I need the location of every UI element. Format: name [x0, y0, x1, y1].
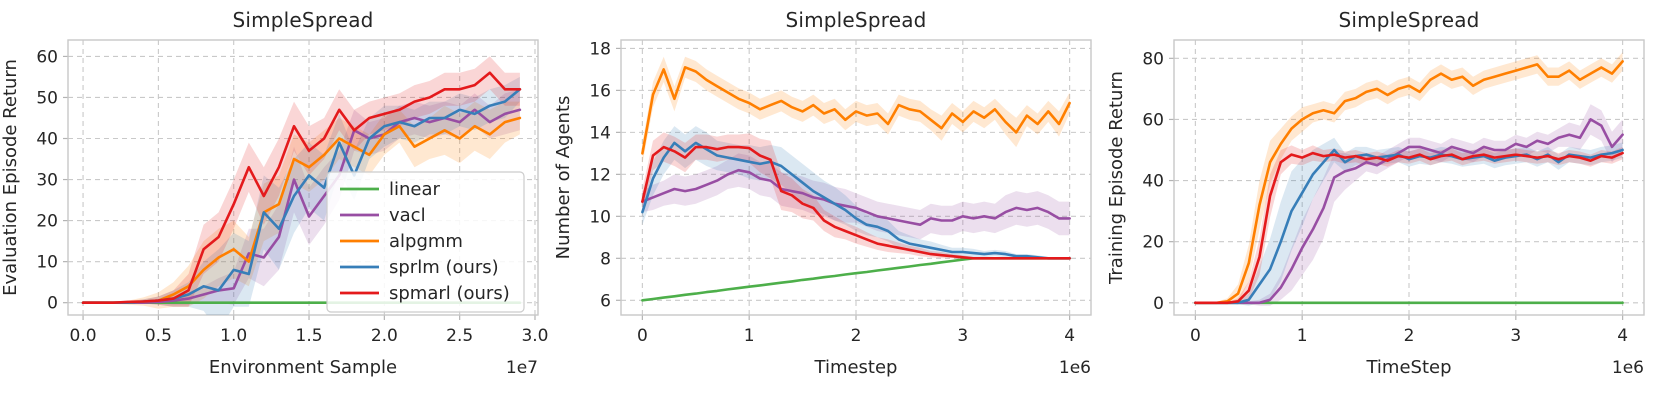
- x-tick-label: 3: [957, 326, 968, 346]
- x-axis-label: Environment Sample: [209, 357, 397, 378]
- y-tick-label: 6: [600, 291, 611, 311]
- series-band-spmarl: [1195, 145, 1623, 305]
- y-tick-label: 80: [1142, 49, 1164, 69]
- y-tick-label: 0: [1153, 294, 1164, 314]
- evaluation-return-chart: 0.0 0.5 1.0 1.5 2.0 2.5 3.0 0 10 20 30 40 50 60 Enviro…: [0, 39, 549, 378]
- series-line-vacl: [1194, 118, 1624, 305]
- legend-label: sprlm (ours): [389, 257, 499, 278]
- y-tick-label: 40: [1142, 172, 1164, 192]
- x-tick-label: 3: [1510, 326, 1521, 346]
- legend-box: [326, 171, 525, 313]
- x-axis-offset-label: 1e6: [1612, 358, 1644, 378]
- axes-border: [1173, 39, 1645, 316]
- chart-panel-number-of-agents: SimpleSpread 0 1 2 3 4 6 8 10 12 14 16 18 Timestep 1e…: [553, 0, 1106, 404]
- x-tick-label: 2.5: [446, 326, 473, 346]
- axes-border: [67, 39, 539, 316]
- series-band-vacl: [1195, 104, 1623, 306]
- x-axis-offset-label: 1e6: [1059, 358, 1091, 378]
- series-band-sprlm: [1195, 137, 1623, 306]
- series-band-alpgmm: [1195, 52, 1623, 305]
- legend-label: vacl: [389, 205, 426, 226]
- x-tick-label: 4: [1617, 326, 1628, 346]
- legend-label: alpgmm: [389, 231, 463, 252]
- x-tick-label: 1: [744, 326, 755, 346]
- x-tick-label: 1.5: [296, 326, 323, 346]
- x-tick-label: 2: [851, 326, 862, 346]
- series-band-sprlm: [642, 126, 1070, 260]
- series-band-vacl: [642, 153, 1070, 240]
- series-line-alpgmm: [641, 66, 1071, 155]
- y-axis-label: Evaluation Episode Return: [0, 59, 21, 296]
- y-tick-label: 20: [1142, 233, 1164, 253]
- y-axis-label: Number of Agents: [553, 96, 574, 260]
- y-tick-label: 14: [589, 123, 611, 143]
- x-axis-label: TimeStep: [1365, 357, 1451, 378]
- legend-label: spmarl (ours): [389, 283, 510, 304]
- y-tick-label: 12: [589, 165, 611, 185]
- chart-title: SimpleSpread: [1338, 8, 1480, 32]
- y-tick-label: 10: [589, 207, 611, 227]
- y-tick-label: 40: [36, 130, 58, 150]
- series-group: [1194, 52, 1624, 306]
- x-tick-label: 2.0: [371, 326, 398, 346]
- y-tick-label: 8: [600, 249, 611, 269]
- series-line-sprlm: [641, 141, 1071, 260]
- axes-border: [620, 39, 1092, 316]
- x-tick-label: 4: [1064, 326, 1075, 346]
- x-axis-label: Timestep: [814, 357, 898, 378]
- y-tick-label: 20: [36, 212, 58, 232]
- y-tick-label: 60: [36, 47, 58, 67]
- series-line-vacl: [641, 168, 1071, 226]
- y-tick-label: 30: [36, 171, 58, 191]
- x-tick-label: 0: [1190, 326, 1201, 346]
- series-group: [641, 56, 1071, 302]
- x-tick-label: 2: [1404, 326, 1415, 346]
- legend: linear vacl alpgmm sprlm (ours) spmarl (ours…: [326, 171, 525, 313]
- chart-panel-evaluation-return: SimpleSpread 0.0 0.5 1.0 1.5 2.0 2.5 3.0 0 10 20 3…: [0, 0, 553, 404]
- series-group: [81, 56, 522, 315]
- y-tick-label: 60: [1142, 110, 1164, 130]
- series-line-spmarl: [81, 71, 522, 305]
- series-line-alpgmm: [1194, 60, 1624, 305]
- x-tick-label: 3.0: [521, 326, 548, 346]
- chart-panel-training-return: SimpleSpread 0 1 2 3 4 0 20 40 60 80 TimeStep 1e6 Tr…: [1106, 0, 1659, 404]
- x-tick-label: 0: [637, 326, 648, 346]
- y-axis-label: Training Episode Return: [1106, 71, 1127, 285]
- chart-title: SimpleSpread: [232, 8, 374, 32]
- series-band-alpgmm: [83, 101, 520, 309]
- series-line-spmarl: [641, 145, 1071, 260]
- y-tick-label: 16: [589, 81, 611, 101]
- x-tick-label: 0.5: [145, 326, 172, 346]
- y-tick-label: 10: [36, 253, 58, 273]
- x-tick-label: 1: [1297, 326, 1308, 346]
- y-tick-label: 50: [36, 88, 58, 108]
- legend-label: linear: [389, 179, 441, 200]
- x-axis-offset-label: 1e7: [506, 358, 538, 378]
- x-tick-label: 1.0: [220, 326, 247, 346]
- x-tick-label: 0.0: [70, 326, 97, 346]
- series-line-spmarl: [1194, 151, 1624, 305]
- y-tick-label: 18: [589, 39, 611, 59]
- y-tick-label: 0: [47, 294, 58, 314]
- chart-title: SimpleSpread: [785, 8, 927, 32]
